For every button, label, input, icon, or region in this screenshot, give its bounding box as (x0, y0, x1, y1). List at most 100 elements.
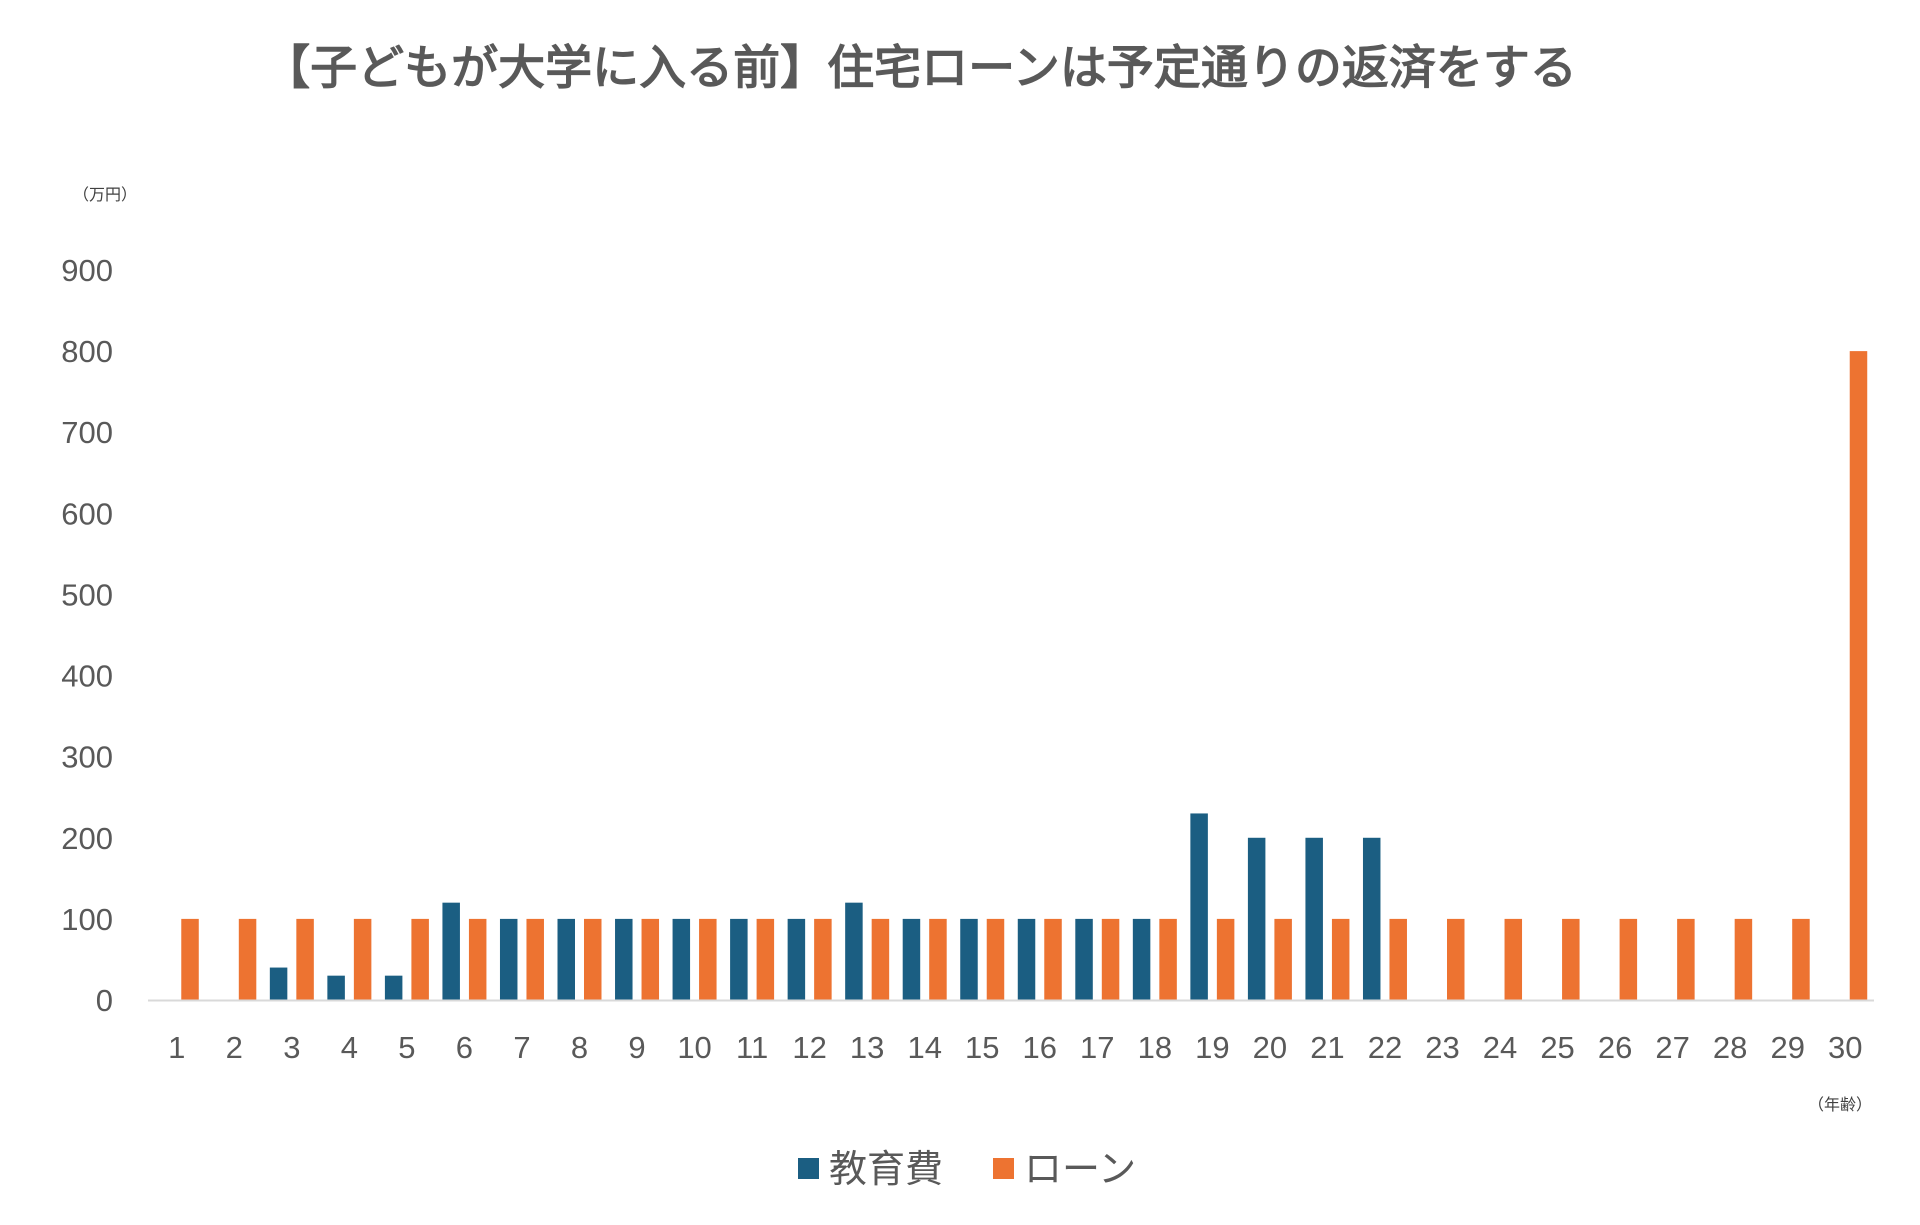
x-tick-label: 1 (168, 1030, 185, 1065)
bar-education-3 (269, 967, 288, 1000)
bar-loan-1 (181, 918, 199, 1000)
y-tick-label: 300 (61, 740, 113, 775)
bar-loan-28 (1734, 918, 1753, 1000)
bar-education-20 (1247, 837, 1266, 1000)
y-tick-label: 500 (61, 577, 113, 612)
x-tick-label: 25 (1540, 1030, 1574, 1065)
x-tick-label: 8 (571, 1030, 588, 1065)
x-tick-label: 23 (1425, 1030, 1459, 1065)
bar-loan-4 (353, 918, 372, 1000)
x-tick-label: 21 (1310, 1030, 1344, 1065)
x-tick-label: 5 (398, 1030, 415, 1065)
bar-loan-21 (1331, 918, 1350, 1000)
bar-education-4 (327, 975, 345, 1000)
x-tick-label: 12 (792, 1030, 826, 1065)
x-tick-label: 16 (1023, 1030, 1057, 1065)
x-tick-label: 2 (226, 1030, 243, 1065)
y-tick-label: 800 (61, 334, 113, 369)
y-axis-unit-label: （万円） (73, 185, 137, 204)
y-tick-label: 400 (61, 659, 113, 694)
x-tick-label: 18 (1138, 1030, 1172, 1065)
y-tick-label: 0 (96, 983, 113, 1018)
x-tick-label: 17 (1080, 1030, 1114, 1065)
bar-education-10 (672, 918, 691, 1000)
bar-loan-25 (1562, 918, 1580, 1000)
x-tick-label: 6 (456, 1030, 473, 1065)
legend-swatch-loan (993, 1158, 1014, 1179)
bar-education-6 (442, 902, 460, 1000)
bar-loan-13 (871, 918, 890, 1000)
bar-education-5 (384, 975, 403, 1000)
bar-loan-18 (1159, 918, 1177, 1000)
bar-loan-2 (238, 918, 257, 1000)
legend-label-education: 教育費 (829, 1147, 943, 1191)
x-axis-ticks: 1 2 3 4 5 6 7 8 9 10 11 12 13 14 15 16 17 18 19 20 21 22 23 24 2… (168, 1030, 1862, 1065)
bar-education-15 (960, 918, 978, 1000)
bar-education-8 (557, 918, 575, 1000)
bar-loan-9 (641, 918, 660, 1000)
bar-loan-7 (526, 918, 544, 1000)
bar-education-14 (902, 918, 921, 1000)
bar-loan-12 (814, 918, 832, 1000)
bar-education-13 (845, 902, 863, 1000)
x-tick-label: 20 (1253, 1030, 1287, 1065)
y-tick-label: 700 (61, 415, 113, 450)
bar-education-18 (1132, 918, 1151, 1000)
y-tick-label: 600 (61, 496, 113, 531)
bar-education-19 (1190, 813, 1208, 1000)
bar-loan-5 (411, 918, 429, 1000)
y-tick-label: 200 (61, 821, 113, 856)
x-tick-label: 4 (341, 1030, 358, 1065)
y-axis-ticks: 0 100 200 300 400 500 600 700 800 900 (61, 253, 113, 1018)
x-tick-label: 22 (1368, 1030, 1402, 1065)
x-tick-label: 13 (850, 1030, 884, 1065)
x-axis-unit-label: （年齢） (1808, 1095, 1872, 1114)
bar-loan-6 (468, 918, 487, 1000)
bar-loan-17 (1101, 918, 1120, 1000)
x-tick-label: 15 (965, 1030, 999, 1065)
bar-loan-24 (1504, 918, 1523, 1000)
x-tick-label: 28 (1713, 1030, 1747, 1065)
x-tick-label: 11 (736, 1030, 768, 1065)
x-tick-label: 26 (1598, 1030, 1632, 1065)
y-tick-label: 900 (61, 253, 113, 288)
bar-loan-22 (1389, 918, 1407, 1000)
x-tick-label: 9 (628, 1030, 645, 1065)
x-tick-label: 3 (283, 1030, 300, 1065)
x-tick-label: 10 (677, 1030, 711, 1065)
x-tick-label: 24 (1483, 1030, 1517, 1065)
bar-education-7 (499, 918, 518, 1000)
bar-education-22 (1362, 837, 1381, 1000)
bar-loan-27 (1677, 918, 1695, 1000)
bar-loan-14 (929, 918, 947, 1000)
legend: 教育費 ローン (798, 1147, 1136, 1191)
legend-swatch-education (798, 1158, 819, 1179)
bars (181, 351, 1868, 1001)
x-tick-label: 29 (1770, 1030, 1804, 1065)
x-tick-label: 30 (1828, 1030, 1862, 1065)
bar-education-16 (1017, 918, 1036, 1000)
bar-loan-16 (1044, 918, 1062, 1000)
bar-loan-26 (1619, 918, 1638, 1000)
bar-loan-3 (296, 918, 314, 1000)
x-tick-label: 7 (513, 1030, 530, 1065)
bar-education-11 (730, 918, 748, 1000)
bar-loan-23 (1447, 918, 1465, 1000)
x-tick-label: 19 (1195, 1030, 1229, 1065)
x-tick-label: 14 (907, 1030, 941, 1065)
y-tick-label: 100 (61, 902, 113, 937)
x-tick-label: 27 (1655, 1030, 1689, 1065)
legend-label-loan: ローン (1024, 1147, 1136, 1191)
bar-education-21 (1305, 837, 1323, 1000)
bar-loan-19 (1216, 918, 1235, 1000)
bar-loan-20 (1274, 918, 1292, 1000)
bar-education-17 (1075, 918, 1093, 1000)
bar-loan-8 (584, 918, 602, 1000)
bar-loan-29 (1792, 918, 1810, 1000)
chart-title: 【子どもが大学に入る前】住宅ローンは予定通りの返済をする (263, 41, 1577, 96)
bar-loan-15 (986, 918, 1005, 1000)
bar-education-12 (787, 918, 806, 1000)
bar-education-9 (615, 918, 633, 1000)
bar-loan-30 (1849, 351, 1868, 1001)
